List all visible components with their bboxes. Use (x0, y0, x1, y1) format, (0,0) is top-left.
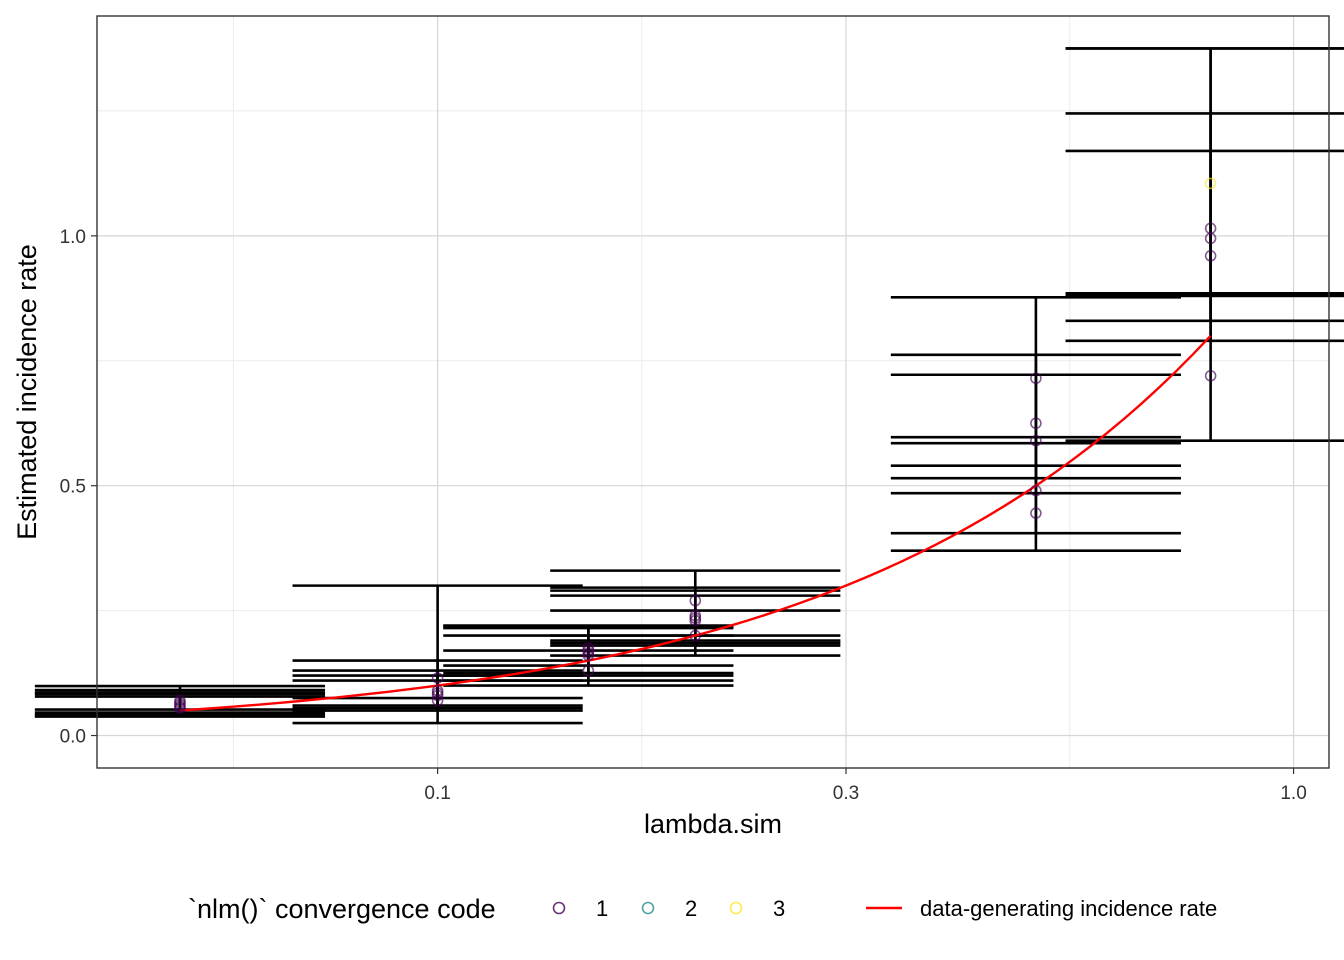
estimate-point (1204, 369, 1217, 382)
estimate-point (431, 672, 444, 684)
estimate-point (689, 594, 702, 607)
estimate-point (1204, 222, 1217, 235)
x-tick-label: 1.0 (1280, 783, 1306, 804)
estimate-point (1030, 507, 1042, 519)
legend-code-label-3: 3 (773, 896, 785, 921)
legend-code-label-1: 1 (596, 896, 608, 921)
estimate-point (1204, 177, 1217, 190)
estimate-point (1204, 250, 1217, 262)
estimate-point (582, 664, 595, 677)
estimate-point (431, 684, 444, 697)
y-tick-label: 0.5 (60, 477, 86, 498)
estimate-point (174, 694, 186, 707)
legend-code-keys: 1 2 3 (552, 896, 785, 921)
y-tick-label: 1.0 (60, 227, 86, 248)
panel-border (96, 15, 1330, 769)
x-tick-label: 0.3 (833, 783, 859, 804)
legend-code-label-2: 2 (685, 896, 697, 921)
legend-line-label: data-generating incidence rate (920, 896, 1217, 921)
x-tick-label: 0.1 (424, 783, 450, 804)
estimate-point (1030, 372, 1042, 385)
legend-code-key-3 (729, 901, 743, 915)
estimate-point (582, 642, 595, 654)
y-tick-label: 0.0 (60, 727, 86, 748)
y-axis-ticks: 0.0 0.5 1.0 (60, 227, 97, 748)
estimate-point (1030, 484, 1042, 497)
x-axis-title: lambda.sim (644, 809, 782, 839)
x-axis-ticks: 0.1 0.3 1.0 (424, 768, 1307, 804)
reference-line-data-generating-incidence-rate (179, 334, 1212, 712)
y-axis-title: Estimated incidence rate (12, 244, 42, 540)
legend-code-key-1 (552, 901, 566, 915)
legend-code-key-2 (641, 901, 655, 915)
estimate-point (1030, 434, 1042, 447)
estimate-point (1030, 417, 1042, 430)
legend: `nlm()` convergence code 1 2 3 data-genera… (188, 894, 1217, 924)
legend-title: `nlm()` convergence code (188, 894, 496, 924)
estimate-point (689, 629, 702, 642)
estimate-point (689, 609, 702, 622)
estimate-points (174, 177, 1217, 714)
estimate-point (174, 702, 186, 714)
